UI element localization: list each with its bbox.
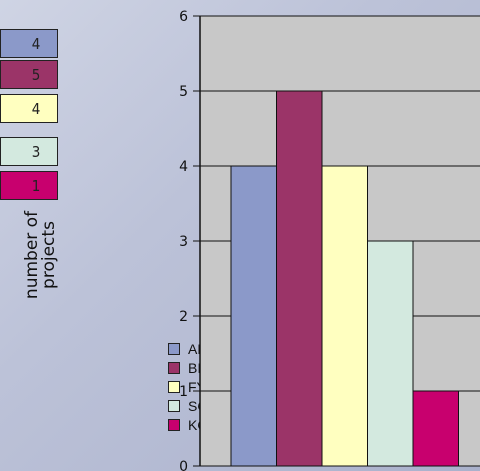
- y-tick-label: 5: [179, 84, 188, 100]
- table-cell-scg: 3: [0, 137, 58, 166]
- bar: [321, 165, 368, 467]
- y-tick-label: 1: [179, 384, 188, 400]
- legend-swatch-bih: [168, 361, 180, 374]
- table-cell-bih: 5: [0, 60, 58, 89]
- y-tick-label: 6: [179, 9, 188, 25]
- legend-swatch-fyrom: [168, 380, 180, 393]
- table-cell-fyrom: 4: [0, 94, 58, 123]
- bar: [412, 390, 459, 467]
- table-cell-alb: 4: [0, 29, 58, 58]
- y-tick-label: 2: [179, 309, 188, 325]
- legend-swatch-alb: [168, 342, 180, 355]
- y-tick-label: 4: [179, 159, 188, 175]
- y-tick-label: 3: [179, 234, 188, 250]
- legend-swatch-scg: [168, 399, 180, 412]
- bar: [276, 90, 323, 467]
- bar: [230, 165, 277, 467]
- table-cell-kosovo: 1: [0, 171, 58, 200]
- legend-swatch-kosovo: [168, 418, 180, 431]
- y-tick-label: 0: [179, 459, 188, 471]
- bar: [367, 240, 414, 467]
